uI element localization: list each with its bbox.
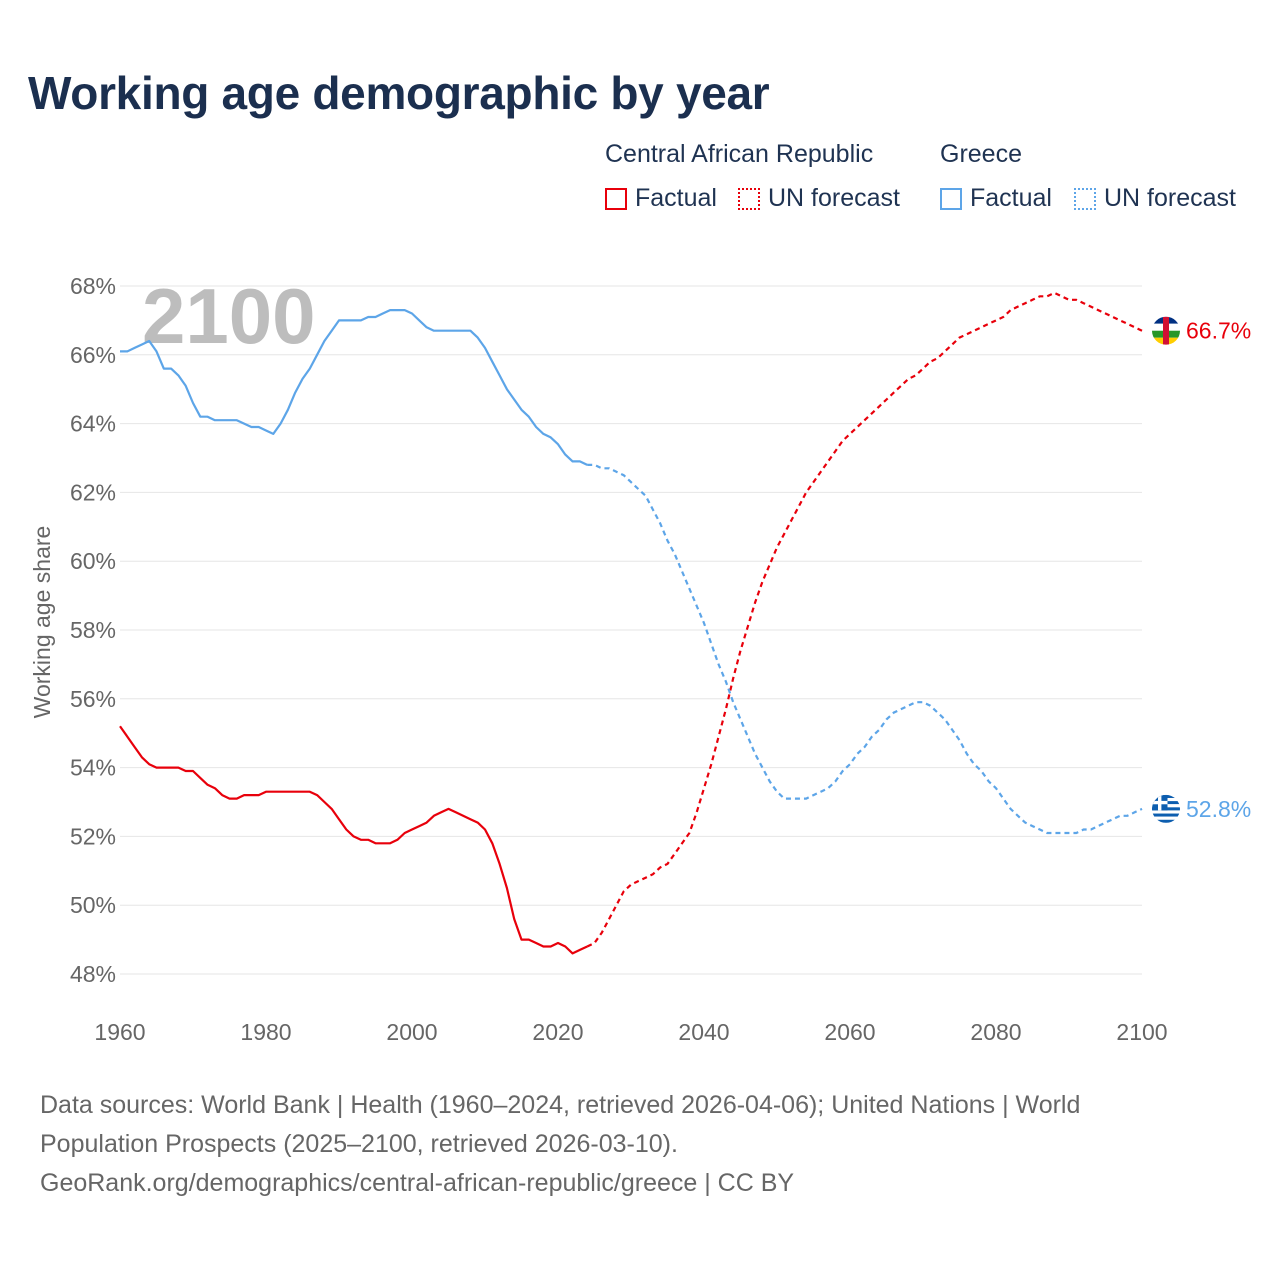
legend-car-forecast-label: UN forecast <box>768 184 900 212</box>
y-tick-label: 58% <box>70 617 116 643</box>
year-display: 2100 <box>142 272 316 360</box>
car-factual-line <box>119 725 588 955</box>
y-tick-label: 50% <box>70 892 116 918</box>
legend-greece-factual-swatch <box>940 187 962 210</box>
greece-factual-line <box>120 309 588 466</box>
car-forecast-line <box>586 291 1143 948</box>
y-axis-label: Working age share <box>29 526 55 719</box>
gridlines <box>120 285 1142 975</box>
x-tick-label: 2080 <box>970 1019 1021 1045</box>
footer: Data sources: World Bank | Health (1960–… <box>40 1086 1240 1203</box>
legend-car-factual-swatch <box>605 187 627 210</box>
y-tick-label: 66% <box>70 342 116 368</box>
end-markers: 66.7% 52.8% <box>1152 316 1251 823</box>
y-tick-label: 48% <box>70 961 116 987</box>
legend-greece-forecast-label: UN forecast <box>1104 184 1236 212</box>
footer-sources-line2: Population Prospects (2025–2100, retriev… <box>40 1130 678 1158</box>
footer-sources-line1: Data sources: World Bank | Health (1960–… <box>40 1091 1081 1119</box>
y-tick-label: 64% <box>70 411 116 437</box>
legend-group-car: Central African Republic <box>605 140 874 168</box>
greece-flag-icon <box>1152 794 1180 823</box>
x-tick-label: 2040 <box>678 1019 729 1045</box>
x-tick-label: 2100 <box>1116 1019 1167 1045</box>
y-axis-ticks: 48% 50% 52% 54% 56% 58% 60% 62% 64% 66% 68% <box>70 273 116 987</box>
x-tick-label: 2060 <box>824 1019 875 1045</box>
legend-car-forecast[interactable]: UN forecast <box>738 184 900 213</box>
legend-greece-forecast[interactable]: UN forecast <box>1074 184 1236 213</box>
y-tick-label: 62% <box>70 479 116 505</box>
legend-car-factual-label: Factual <box>635 184 717 212</box>
car-end-value: 66.7% <box>1186 318 1251 344</box>
y-tick-label: 56% <box>70 686 116 712</box>
x-tick-label: 2000 <box>386 1019 437 1045</box>
y-tick-label: 54% <box>70 755 116 781</box>
footer-credit: GeoRank.org/demographics/central-african… <box>40 1169 795 1197</box>
greece-forecast-line <box>587 463 1143 835</box>
legend-greece-factual[interactable]: Factual <box>940 184 1052 213</box>
line-chart: 2100 48% 50% 52% 54% 56% 58% 60% 62% 64% 66% 68% 1… <box>29 272 1251 1045</box>
x-tick-label: 2020 <box>532 1019 583 1045</box>
legend-greece-forecast-swatch <box>1074 187 1096 210</box>
x-axis-ticks: 1960 1980 2000 2020 2040 2060 2080 2100 <box>94 1019 1167 1045</box>
car-flag-icon <box>1152 316 1180 345</box>
legend-car-factual[interactable]: Factual <box>605 184 717 213</box>
y-tick-label: 52% <box>70 823 116 849</box>
legend-group-greece: Greece <box>940 140 1022 168</box>
series-lines <box>119 291 1143 955</box>
y-tick-label: 60% <box>70 548 116 574</box>
y-tick-label: 68% <box>70 273 116 299</box>
x-tick-label: 1980 <box>240 1019 291 1045</box>
greece-end-value: 52.8% <box>1186 796 1251 822</box>
chart-title: Working age demographic by year <box>28 67 770 119</box>
legend-greece-factual-label: Factual <box>970 184 1052 212</box>
x-tick-label: 1960 <box>94 1019 145 1045</box>
legend-car-forecast-swatch <box>738 187 760 210</box>
